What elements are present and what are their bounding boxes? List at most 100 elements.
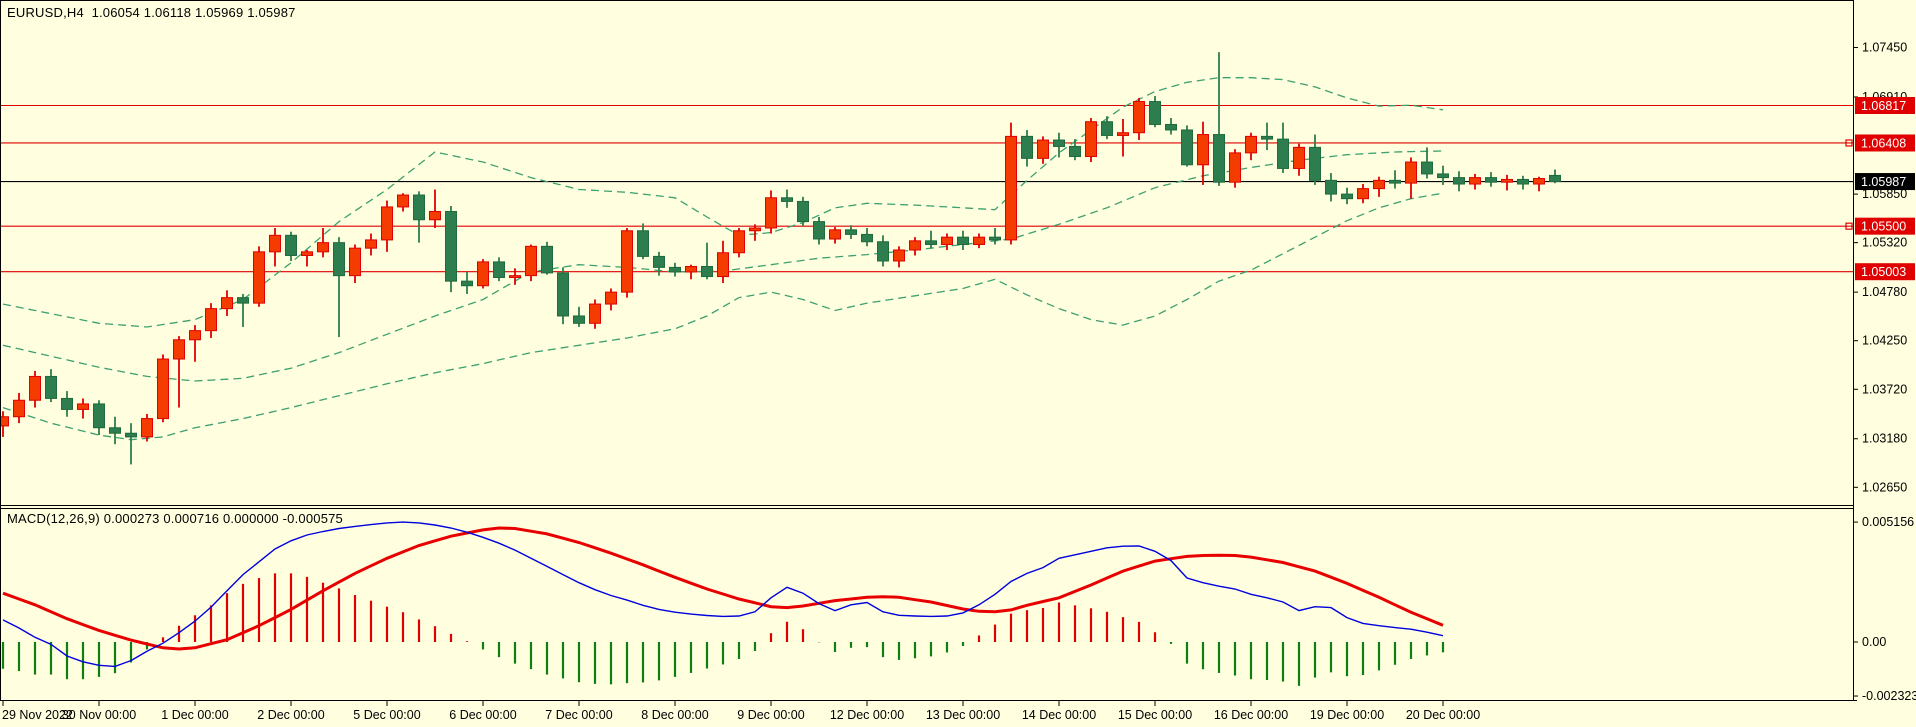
- price-tag-box: [1855, 263, 1915, 281]
- candle: [1501, 174, 1513, 191]
- candle: [781, 189, 793, 208]
- candle-body-bull: [365, 239, 377, 249]
- price-axis-label: 1.04250: [1862, 334, 1907, 348]
- level-price-tag: 1.05003: [1855, 263, 1915, 281]
- macd-main-line: [2, 521, 1444, 668]
- candle: [1309, 134, 1321, 185]
- candle: [333, 237, 345, 338]
- candle-body-bear: [653, 255, 665, 268]
- candle-body-bull: [173, 339, 185, 360]
- price-axis-label: 1.03180: [1862, 432, 1907, 446]
- candle: [1437, 165, 1449, 185]
- candle-body-bull: [621, 230, 633, 293]
- candle: [637, 223, 649, 260]
- candle-body-bear: [45, 375, 57, 399]
- price-tag-box: [1855, 96, 1915, 114]
- candle-body-bear: [845, 229, 857, 235]
- candle: [189, 325, 201, 362]
- candle-body-bear: [125, 432, 137, 438]
- candle: [973, 233, 985, 249]
- candle-body-bear: [333, 242, 345, 277]
- candle: [829, 227, 841, 244]
- price-tag-label: 1.05987: [1861, 175, 1906, 189]
- candle-body-bear: [285, 234, 297, 256]
- price-tag-box: [1855, 217, 1915, 235]
- candle: [1293, 143, 1305, 176]
- candle: [1421, 147, 1433, 179]
- price-tag-label: 1.06817: [1861, 99, 1906, 113]
- candle-body-bear: [461, 280, 473, 287]
- price-axis-label: 1.04780: [1862, 285, 1907, 299]
- candle-body-bull: [189, 330, 201, 341]
- candle: [701, 242, 713, 280]
- candle: [877, 235, 889, 267]
- candle-body-bear: [797, 200, 809, 223]
- candle: [365, 233, 377, 256]
- candle-body-bear: [1213, 134, 1225, 183]
- main-price-pane[interactable]: [0, 52, 1853, 465]
- candle-body-bull: [1501, 178, 1513, 183]
- time-axis-label: 12 Dec 00:00: [830, 708, 904, 722]
- level-price-tag: 1.06408: [1845, 134, 1915, 152]
- macd-axis[interactable]: 0.005156 0.00 -0.002323: [1853, 515, 1916, 703]
- candle-body-bull: [893, 249, 905, 262]
- candle-body-bear: [1277, 138, 1289, 169]
- candle: [941, 233, 953, 250]
- price-tag-box: [1855, 173, 1915, 191]
- candle-body-bull: [1117, 132, 1129, 136]
- candle-body-bull: [1133, 101, 1145, 134]
- macd-axis-label: -0.002323: [1862, 689, 1916, 703]
- candle: [1549, 169, 1561, 184]
- price-axis-label: 1.05320: [1862, 236, 1907, 250]
- candle: [205, 303, 217, 338]
- candle-body-bull: [429, 211, 441, 221]
- candle-body-bull: [157, 358, 169, 420]
- candle-body-bear: [957, 236, 969, 245]
- candle: [349, 244, 361, 283]
- candle: [77, 398, 89, 419]
- candle-body-bear: [493, 261, 505, 278]
- candle-body-bull: [1, 416, 9, 427]
- candle: [269, 228, 281, 267]
- candle: [1229, 149, 1241, 188]
- candle-body-bear: [1421, 161, 1433, 175]
- candle-body-bear: [1053, 139, 1065, 147]
- candle-body-bear: [1325, 179, 1337, 195]
- bollinger-upper-band: [2, 77, 1444, 328]
- candle-body-bull: [509, 275, 521, 278]
- candle-body-bull: [1037, 139, 1049, 159]
- candle: [493, 257, 505, 282]
- level-anchor-marker[interactable]: [1845, 139, 1853, 147]
- candle-body-bull: [589, 303, 601, 324]
- candle-body-bull: [1197, 134, 1209, 166]
- candle-body-bull: [1229, 152, 1241, 183]
- price-axis[interactable]: 1.074501.069101.058501.053201.047801.042…: [1845, 41, 1915, 495]
- candle: [381, 200, 393, 252]
- candle: [1133, 97, 1145, 141]
- candle: [1021, 129, 1033, 167]
- candle: [109, 416, 121, 445]
- candle: [1037, 136, 1049, 164]
- candle-body-bear: [1517, 178, 1529, 185]
- macd-pane[interactable]: [1, 521, 1445, 686]
- level-anchor-marker[interactable]: [1845, 222, 1853, 230]
- candle: [317, 228, 329, 258]
- candle-body-bear: [413, 194, 425, 221]
- candle-body-bear: [877, 241, 889, 262]
- candle: [1053, 132, 1065, 158]
- candle: [1485, 172, 1497, 187]
- candle: [221, 290, 233, 316]
- candle-body-bear: [1309, 146, 1321, 181]
- candle: [1181, 125, 1193, 167]
- candle: [909, 237, 921, 256]
- candle: [509, 268, 521, 285]
- candle-body-bear: [1549, 174, 1561, 183]
- candle-body-bull: [317, 242, 329, 253]
- candle-body-bull: [269, 234, 281, 253]
- candle: [653, 251, 665, 276]
- symbol-period-label: EURUSD,H4: [7, 5, 84, 20]
- candle: [45, 369, 57, 403]
- candle: [1341, 187, 1353, 205]
